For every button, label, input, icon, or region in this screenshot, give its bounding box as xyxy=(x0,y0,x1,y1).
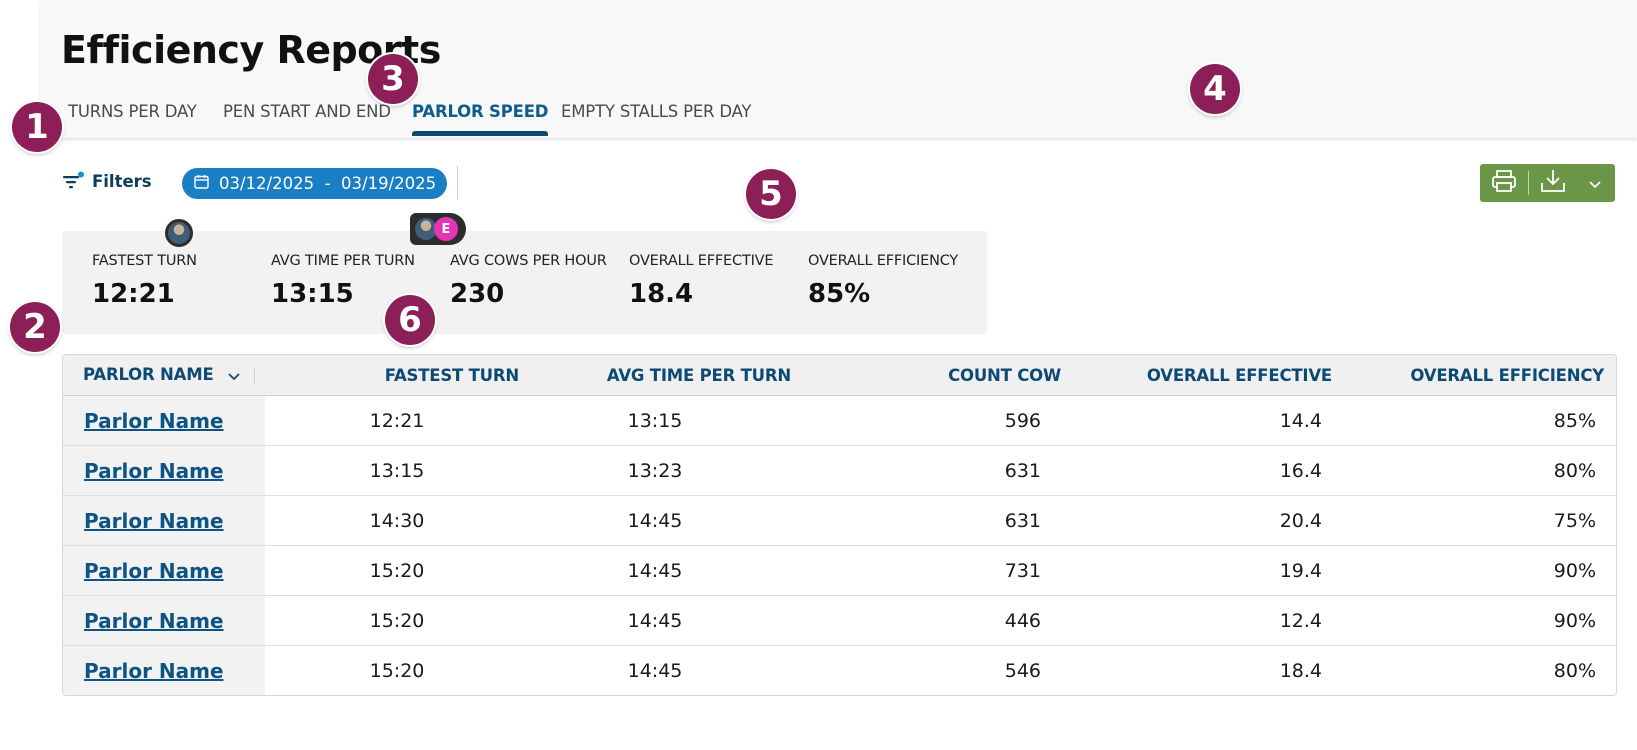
metric-fastest-turn: FASTEST TURN 12:21 xyxy=(92,253,197,309)
metric-label: OVERALL EFFECTIVE xyxy=(629,253,774,269)
table-cell: 18.4 xyxy=(1279,659,1322,682)
table-cell: 90% xyxy=(1342,595,1616,646)
annotation-badge-1: 1 xyxy=(12,102,62,152)
table-cell: 631 xyxy=(801,495,1071,546)
parlor-name-link[interactable]: Parlor Name xyxy=(84,458,224,483)
table-row: Parlor Name 15:20 14:45 731 19.4 90% xyxy=(63,545,1616,596)
metric-label: OVERALL EFFICIENCY xyxy=(808,253,959,269)
column-header-parlor-name[interactable]: PARLOR NAME xyxy=(63,355,265,396)
table-cell: 15:20 xyxy=(265,595,529,646)
table-cell: 631 xyxy=(801,445,1071,496)
export-dropdown-button[interactable] xyxy=(1577,164,1613,202)
button-separator xyxy=(1528,171,1529,195)
table-header-row: PARLOR NAME FASTEST TURN AVG TIME PER TU… xyxy=(63,355,1616,396)
table-cell: 13:15 xyxy=(265,445,529,496)
table-cell: 14:45 xyxy=(529,545,801,596)
table-cell: 15:20 xyxy=(369,659,425,682)
column-header-count-cow[interactable]: COUNT COW xyxy=(801,355,1071,396)
filter-icon xyxy=(62,171,84,191)
table-cell: 75% xyxy=(1342,495,1616,546)
annotation-badge-2: 2 xyxy=(10,302,60,352)
metric-label: AVG COWS PER HOUR xyxy=(450,253,607,269)
export-actions xyxy=(1480,164,1615,202)
parlor-name-link[interactable]: Parlor Name xyxy=(84,558,224,583)
metric-overall-effective: OVERALL EFFECTIVE 18.4 xyxy=(629,253,774,309)
metric-value: 18.4 xyxy=(629,279,694,309)
metric-value: 230 xyxy=(450,279,505,309)
date-range-text: 03/12/2025 - 03/19/2025 xyxy=(219,174,437,193)
metric-overall-efficiency: OVERALL EFFICIENCY 85% xyxy=(808,253,958,309)
metric-value: 13:15 xyxy=(271,279,354,309)
table-cell: 546 xyxy=(1004,659,1041,682)
table-row: Parlor Name 15:20 14:45 446 12.4 90% xyxy=(63,595,1616,646)
table-cell: 15:20 xyxy=(265,545,529,596)
table-cell: 80% xyxy=(1553,659,1596,682)
parlor-name-link[interactable]: Parlor Name xyxy=(84,608,224,633)
metric-value: 85% xyxy=(808,279,871,309)
filters-button[interactable]: Filters xyxy=(62,168,152,194)
table-cell: 12.4 xyxy=(1071,595,1342,646)
table-cell: 90% xyxy=(1342,545,1616,596)
table-cell: 20.4 xyxy=(1071,495,1342,546)
table-row: Parlor Name 13:15 13:23 631 16.4 80% xyxy=(63,445,1616,496)
table-cell: 13:15 xyxy=(529,395,801,446)
date-range-pill[interactable]: 03/12/2025 - 03/19/2025 xyxy=(182,168,447,199)
table-row: Parlor Name 12:21 13:15 596 14.4 85% xyxy=(63,395,1616,446)
table-cell: 13:23 xyxy=(529,445,801,496)
column-header-overall-efficiency[interactable]: OVERALL EFFICIENCY xyxy=(1342,355,1616,396)
table-cell: 731 xyxy=(801,545,1071,596)
table-cell: 14:30 xyxy=(265,495,529,546)
table-row: Parlor Name 14:30 14:45 631 20.4 75% xyxy=(63,495,1616,546)
parlor-speed-table: PARLOR NAME FASTEST TURN AVG TIME PER TU… xyxy=(62,354,1617,696)
annotation-badge-6: 6 xyxy=(385,295,435,345)
table-cell: 12:21 xyxy=(265,395,529,446)
summary-panel: FASTEST TURN 12:21 AVG TIME PER TURN 13:… xyxy=(62,231,987,334)
parlor-name-link[interactable]: Parlor Name xyxy=(84,408,224,433)
toolbar-divider xyxy=(457,166,458,200)
parlor-name-link[interactable]: Parlor Name xyxy=(84,508,224,533)
metric-label: AVG TIME PER TURN xyxy=(271,253,415,269)
table-row: Parlor Name 15:20 14:45 546 18.4 80% xyxy=(63,645,1616,695)
table-cell: 85% xyxy=(1342,395,1616,446)
parlor-name-link[interactable]: Parlor Name xyxy=(84,658,224,683)
chevron-down-icon xyxy=(1588,174,1602,193)
column-header-fastest-turn[interactable]: FASTEST TURN xyxy=(265,355,529,396)
metric-avg-cows-per-hour: AVG COWS PER HOUR 230 xyxy=(450,253,607,309)
print-button[interactable] xyxy=(1480,164,1528,202)
table-cell: 596 xyxy=(801,395,1071,446)
metric-value: 12:21 xyxy=(92,279,175,309)
table-cell: 16.4 xyxy=(1071,445,1342,496)
tab-empty-stalls-per-day[interactable]: EMPTY STALLS PER DAY xyxy=(561,102,752,121)
download-icon xyxy=(1540,168,1566,198)
metric-avg-time-per-turn: AVG TIME PER TURN 13:15 xyxy=(271,253,415,309)
table-cell: 14:45 xyxy=(627,659,683,682)
calendar-icon xyxy=(194,174,209,193)
column-header-label: PARLOR NAME xyxy=(83,365,214,384)
page-header: Efficiency Reports TURNS PER DAY PEN STA… xyxy=(40,0,1637,138)
annotation-badge-5: 5 xyxy=(746,169,796,219)
column-header-avg-time-per-turn[interactable]: AVG TIME PER TURN xyxy=(529,355,801,396)
tab-turns-per-day[interactable]: TURNS PER DAY xyxy=(68,102,197,121)
tab-parlor-speed[interactable]: PARLOR SPEED xyxy=(412,100,549,138)
table-cell: 19.4 xyxy=(1071,545,1342,596)
tab-pen-start-and-end[interactable]: PEN START AND END xyxy=(223,102,391,121)
filters-label: Filters xyxy=(92,171,152,191)
metric-label: FASTEST TURN xyxy=(92,253,197,269)
table-cell: 80% xyxy=(1342,445,1616,496)
annotation-badge-3: 3 xyxy=(368,54,418,104)
table-cell: 14:45 xyxy=(529,495,801,546)
user-avatar-initial[interactable]: E xyxy=(434,217,458,241)
sort-chevron-down-icon[interactable] xyxy=(227,366,241,385)
table-cell: 14.4 xyxy=(1071,395,1342,446)
table-cell: 14:45 xyxy=(529,595,801,646)
user-avatar[interactable] xyxy=(165,219,193,247)
annotation-badge-4: 4 xyxy=(1190,64,1240,114)
download-button[interactable] xyxy=(1529,164,1577,202)
printer-icon xyxy=(1491,169,1517,197)
column-header-overall-effective[interactable]: OVERALL EFFECTIVE xyxy=(1071,355,1342,396)
table-cell: 446 xyxy=(801,595,1071,646)
